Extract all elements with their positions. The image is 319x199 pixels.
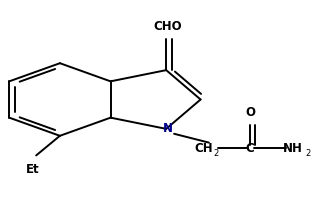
Text: 2: 2	[305, 149, 310, 158]
Text: NH: NH	[283, 142, 303, 155]
Text: CH: CH	[195, 142, 213, 155]
Text: 2: 2	[213, 149, 219, 158]
Text: C: C	[246, 142, 254, 155]
Text: Et: Et	[26, 163, 40, 176]
Text: N: N	[163, 122, 173, 135]
Text: CHO: CHO	[153, 20, 182, 33]
Text: O: O	[245, 106, 255, 119]
